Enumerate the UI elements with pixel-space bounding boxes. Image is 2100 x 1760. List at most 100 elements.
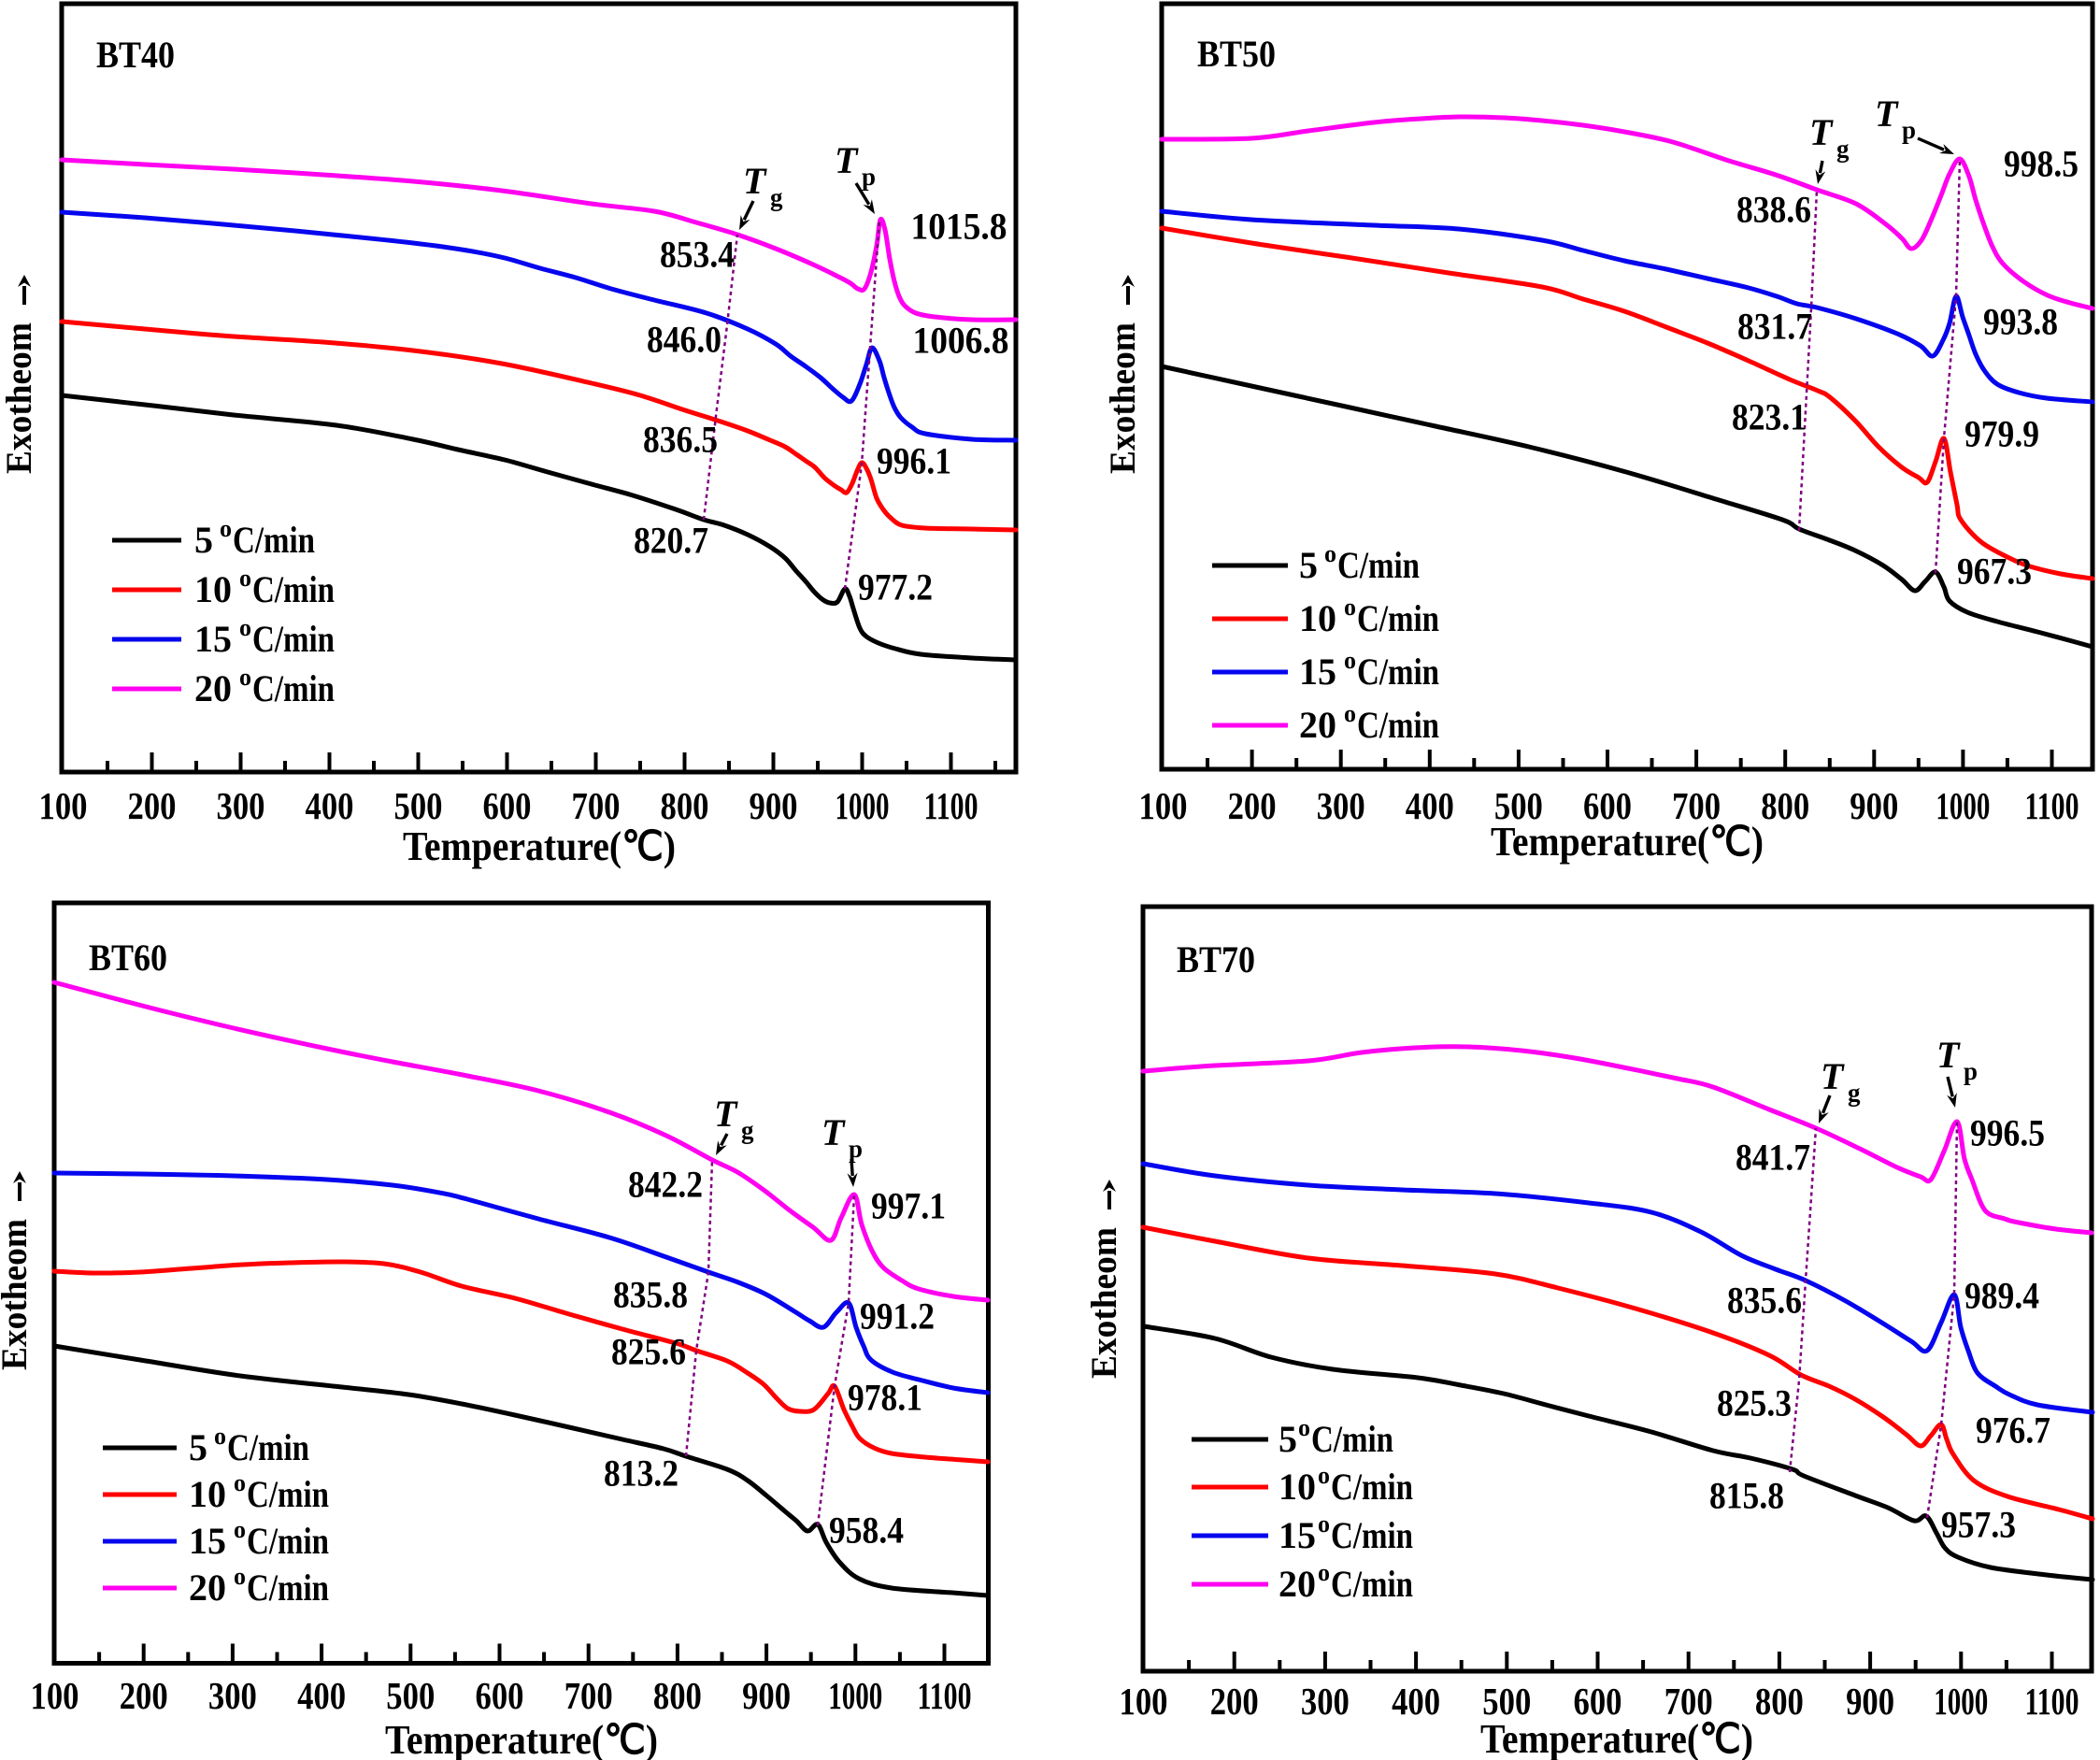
svg-text:998.5: 998.5 — [2004, 143, 2079, 185]
svg-text:10: 10 — [189, 1473, 226, 1515]
svg-text:1000: 1000 — [828, 1674, 882, 1717]
svg-text:10: 10 — [194, 568, 232, 610]
svg-text:Exotheom: Exotheom — [1084, 1227, 1124, 1379]
svg-text:p: p — [849, 1135, 863, 1163]
svg-text:T: T — [1821, 1055, 1845, 1097]
svg-text:800: 800 — [1761, 784, 1809, 827]
svg-text:C/min: C/min — [1331, 1563, 1413, 1605]
svg-text:100: 100 — [39, 784, 88, 827]
svg-text:200: 200 — [1210, 1680, 1259, 1723]
svg-text:100: 100 — [31, 1674, 79, 1717]
svg-text:C/min: C/min — [233, 519, 315, 561]
svg-text:1000: 1000 — [1934, 1680, 1988, 1723]
svg-text:979.9: 979.9 — [1964, 413, 2039, 455]
svg-text:20: 20 — [194, 667, 232, 709]
svg-text:T: T — [714, 1093, 738, 1135]
svg-text:989.4: 989.4 — [1964, 1275, 2039, 1317]
svg-text:10: 10 — [1279, 1466, 1316, 1508]
svg-text:300: 300 — [1317, 784, 1365, 827]
svg-text:o: o — [1318, 1559, 1330, 1586]
svg-text:600: 600 — [1574, 1680, 1622, 1723]
svg-text:20: 20 — [189, 1567, 226, 1609]
svg-text:815.8: 815.8 — [1709, 1475, 1784, 1517]
svg-text:g: g — [741, 1116, 754, 1144]
svg-text:C/min: C/min — [252, 618, 335, 660]
svg-text:o: o — [1318, 1462, 1330, 1489]
svg-text:996.1: 996.1 — [877, 440, 951, 482]
svg-text:500: 500 — [394, 784, 443, 827]
svg-text:BT40: BT40 — [96, 34, 175, 76]
svg-text:700: 700 — [564, 1674, 613, 1717]
svg-text:800: 800 — [661, 784, 709, 827]
svg-text:400: 400 — [1406, 784, 1454, 827]
svg-text:813.2: 813.2 — [604, 1452, 679, 1495]
svg-text:842.2: 842.2 — [628, 1164, 703, 1206]
svg-text:991.2: 991.2 — [860, 1295, 935, 1338]
svg-text:700: 700 — [1664, 1680, 1713, 1723]
svg-text:C/min: C/min — [1337, 544, 1420, 586]
svg-text:300: 300 — [1301, 1680, 1350, 1723]
svg-text:10: 10 — [1299, 597, 1336, 639]
svg-text:835.8: 835.8 — [613, 1274, 688, 1316]
svg-text:g: g — [1836, 135, 1850, 163]
svg-text:T: T — [1875, 93, 1899, 135]
svg-text:Temperature(℃): Temperature(℃) — [385, 1717, 658, 1760]
svg-text:823.1: 823.1 — [1732, 396, 1807, 438]
svg-text:1100: 1100 — [918, 1674, 972, 1717]
svg-text:978.1: 978.1 — [848, 1377, 922, 1419]
svg-text:5: 5 — [1299, 544, 1318, 586]
svg-text:p: p — [1902, 116, 1916, 144]
svg-text:C/min: C/min — [1331, 1466, 1413, 1508]
svg-text:C/min: C/min — [1311, 1418, 1393, 1460]
svg-text:20: 20 — [1299, 704, 1336, 746]
svg-text:Exotheom: Exotheom — [0, 1219, 35, 1370]
svg-text:976.7: 976.7 — [1976, 1409, 2050, 1452]
svg-text:846.0: 846.0 — [647, 319, 721, 361]
svg-text:300: 300 — [208, 1674, 257, 1717]
svg-text:BT50: BT50 — [1197, 33, 1276, 75]
svg-text:C/min: C/min — [247, 1520, 329, 1562]
svg-text:900: 900 — [1850, 784, 1898, 827]
svg-text:1100: 1100 — [924, 784, 979, 827]
svg-text:BT70: BT70 — [1177, 938, 1255, 980]
svg-text:T: T — [1936, 1034, 1961, 1076]
svg-text:1000: 1000 — [836, 784, 890, 827]
svg-text:200: 200 — [128, 784, 177, 827]
svg-text:831.7: 831.7 — [1737, 306, 1812, 348]
svg-text:o: o — [1344, 647, 1356, 674]
svg-text:400: 400 — [306, 784, 354, 827]
svg-text:o: o — [239, 664, 251, 691]
svg-text:o: o — [239, 614, 251, 641]
svg-text:o: o — [239, 565, 251, 592]
svg-text:o: o — [234, 1516, 246, 1543]
svg-text:15: 15 — [194, 618, 232, 660]
svg-text:C/min: C/min — [252, 568, 335, 610]
svg-text:800: 800 — [1755, 1680, 1804, 1723]
svg-text:o: o — [1344, 700, 1356, 727]
svg-text:600: 600 — [483, 784, 532, 827]
svg-text:996.5: 996.5 — [1970, 1112, 2045, 1154]
svg-text:o: o — [220, 515, 232, 542]
svg-text:700: 700 — [1672, 784, 1721, 827]
svg-text:1015.8: 1015.8 — [911, 206, 1007, 248]
svg-text:1006.8: 1006.8 — [913, 320, 1009, 362]
svg-text:Temperature(℃): Temperature(℃) — [1480, 1716, 1753, 1760]
svg-text:900: 900 — [1846, 1680, 1894, 1723]
svg-text:C/min: C/min — [1357, 651, 1439, 693]
svg-text:800: 800 — [653, 1674, 702, 1717]
svg-text:T: T — [821, 1111, 846, 1153]
svg-text:o: o — [234, 1563, 246, 1590]
svg-text:500: 500 — [1494, 784, 1543, 827]
svg-text:841.7: 841.7 — [1736, 1137, 1810, 1179]
svg-text:1100: 1100 — [2025, 784, 2079, 827]
svg-text:C/min: C/min — [247, 1567, 329, 1609]
svg-text:500: 500 — [386, 1674, 435, 1717]
svg-text:600: 600 — [476, 1674, 524, 1717]
svg-text:T: T — [835, 139, 859, 181]
svg-text:993.8: 993.8 — [1983, 301, 2058, 343]
svg-text:BT60: BT60 — [89, 937, 167, 979]
svg-text:400: 400 — [297, 1674, 346, 1717]
svg-text:o: o — [214, 1423, 226, 1450]
svg-text:200: 200 — [1228, 784, 1277, 827]
svg-text:15: 15 — [189, 1520, 226, 1562]
